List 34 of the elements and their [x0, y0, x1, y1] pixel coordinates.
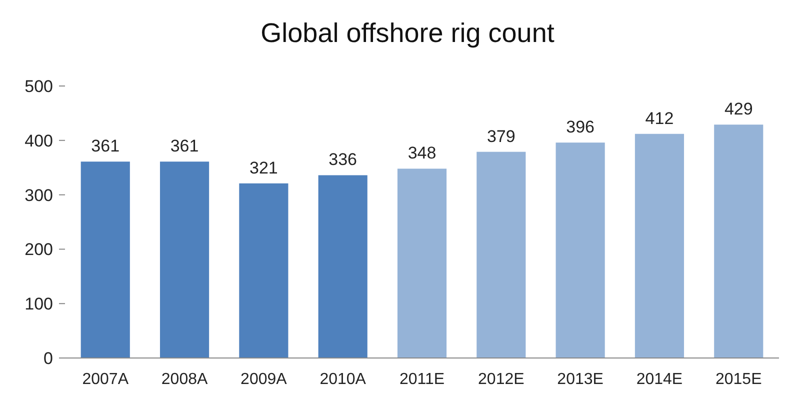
bar	[160, 162, 210, 358]
y-tick-label: 100	[24, 294, 53, 314]
chart-title: Global offshore rig count	[260, 18, 555, 48]
bar	[714, 124, 764, 358]
bar	[80, 162, 130, 358]
y-tick-label: 400	[24, 131, 53, 150]
x-tick-label: 2015E	[715, 371, 762, 388]
data-label: 361	[91, 136, 120, 156]
x-tick-label: 2012E	[478, 371, 524, 388]
bar	[318, 175, 368, 358]
y-tick-label: 200	[24, 240, 53, 260]
data-label: 361	[170, 136, 199, 156]
x-tick-label: 2010A	[320, 371, 366, 388]
x-tick-label: 2007A	[82, 371, 129, 388]
x-tick-label: 2014E	[636, 371, 683, 388]
data-label: 348	[408, 144, 436, 163]
data-label: 336	[328, 150, 358, 170]
data-label: 412	[645, 108, 674, 128]
bar	[239, 183, 288, 358]
bar	[397, 168, 447, 358]
bar	[476, 152, 526, 358]
bar	[556, 142, 605, 358]
data-label: 321	[250, 158, 278, 178]
x-tick-label: 2013E	[557, 371, 604, 388]
y-tick-label: 500	[24, 76, 53, 96]
bar	[634, 134, 684, 358]
y-tick-label: 300	[24, 186, 53, 205]
data-label: 396	[566, 118, 594, 137]
x-tick-label: 2009A	[240, 371, 288, 388]
data-label: 429	[724, 100, 753, 119]
data-label: 379	[486, 126, 516, 146]
x-tick-label: 2011E	[399, 371, 445, 388]
x-tick-label: 2008A	[161, 371, 208, 388]
y-tick-label: 0	[44, 348, 53, 368]
